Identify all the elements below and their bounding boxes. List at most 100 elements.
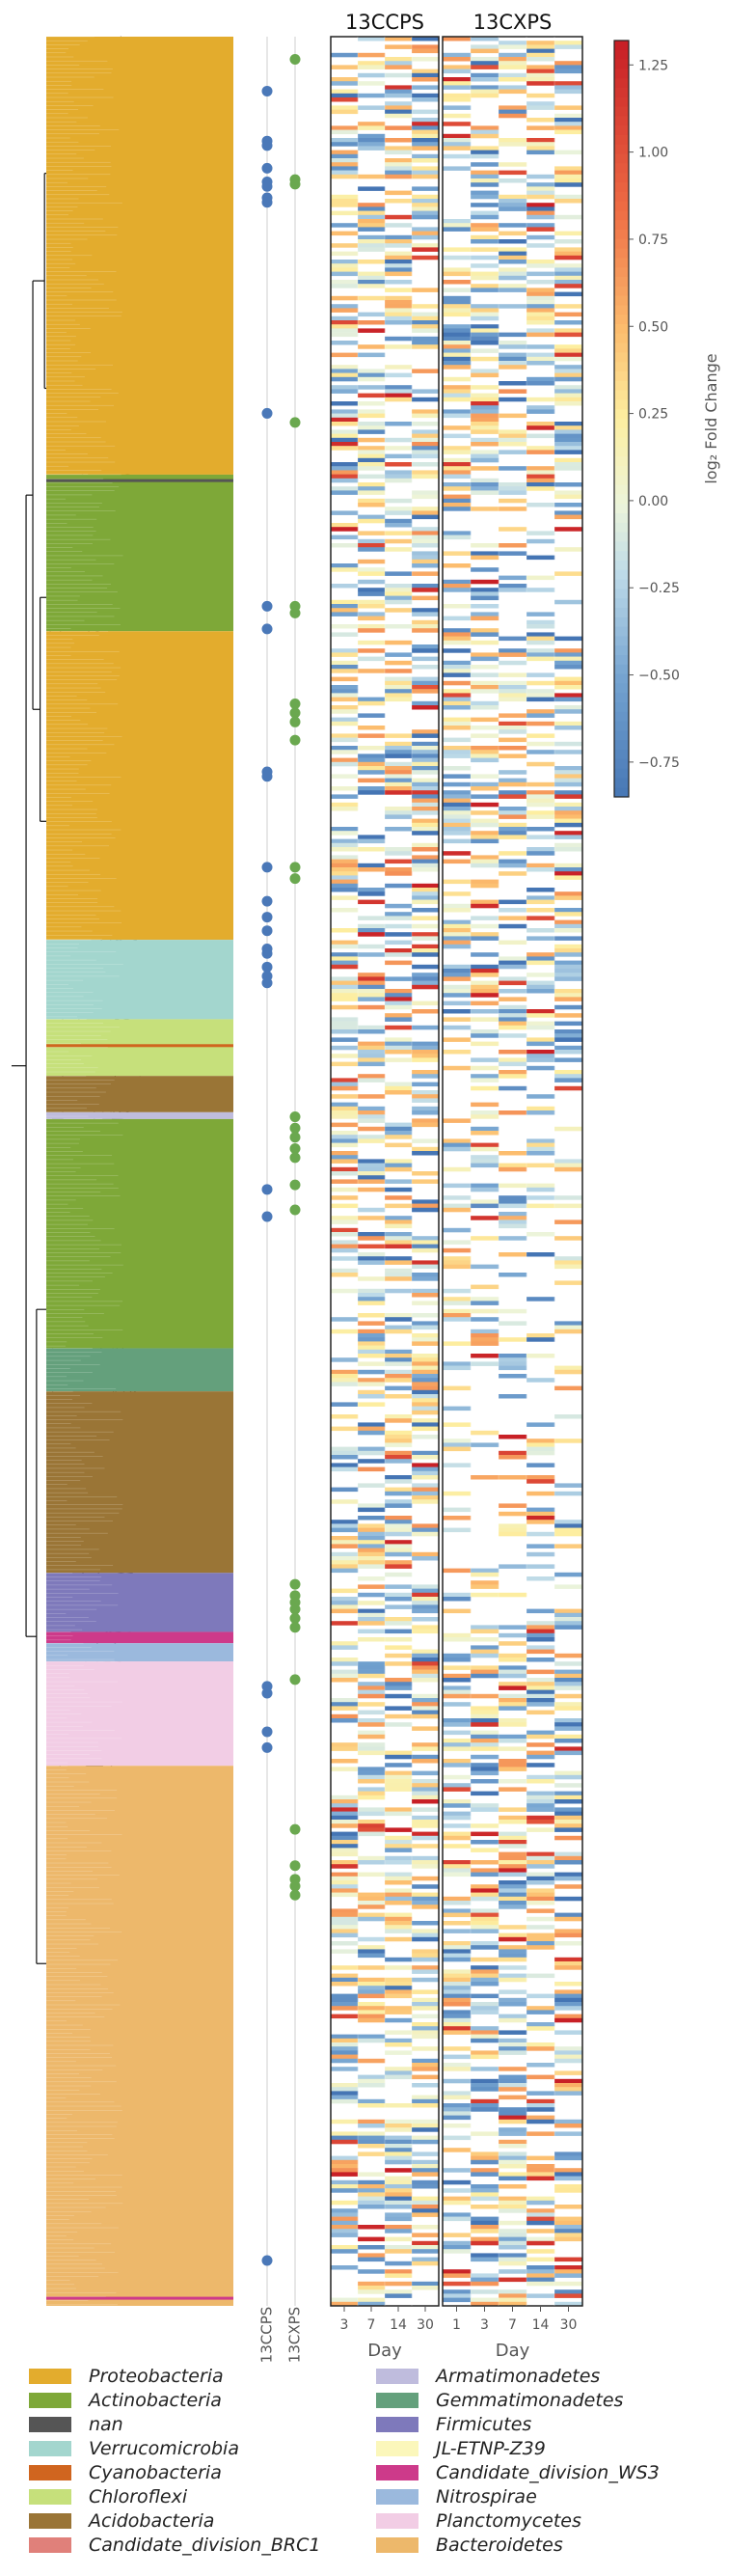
- heatmap-cell: [554, 1941, 583, 1946]
- heatmap-cell: [554, 741, 583, 747]
- heatmap-cell: [471, 936, 500, 941]
- heatmap-cell: [554, 247, 583, 252]
- heatmap-cell: [443, 409, 472, 414]
- heatmap-cell: [358, 754, 386, 758]
- heatmap-cell: [499, 1759, 527, 1764]
- heatmap-cell: [385, 2127, 413, 2132]
- heatmap-cell: [499, 1252, 527, 1257]
- heatmap-cell: [412, 122, 440, 126]
- heatmap-cell: [471, 1791, 500, 1796]
- heatmap-cell: [443, 341, 472, 345]
- heatmap-cell: [331, 855, 359, 860]
- heatmap-cell: [526, 624, 555, 629]
- heatmap-cell: [471, 1653, 500, 1658]
- heatmap-cell: [554, 41, 583, 45]
- heatmap-cell: [331, 1523, 359, 1528]
- heatmap-cell: [331, 1466, 359, 1472]
- heatmap-cell: [412, 1244, 440, 1249]
- heatmap-cell: [412, 1795, 440, 1800]
- heatmap-cell: [499, 239, 527, 244]
- heatmap-cell: [331, 1017, 359, 1022]
- heatmap-cell: [443, 462, 472, 467]
- heatmap-cell: [412, 2030, 440, 2035]
- heatmap-cell: [358, 726, 386, 730]
- heatmap-cell: [443, 1693, 472, 1699]
- heatmap-cell: [443, 1653, 472, 1658]
- heatmap-cell: [412, 304, 440, 309]
- heatmap-cell: [554, 1195, 583, 1200]
- heatmap-cell: [331, 1487, 359, 1493]
- heatmap-cell: [385, 1661, 413, 1666]
- heatmap-cell: [331, 1767, 359, 1771]
- heatmap-cell: [412, 1057, 440, 1062]
- heatmap-cell: [554, 1520, 583, 1524]
- heatmap-cell: [554, 969, 583, 973]
- heatmap-cell: [554, 2083, 583, 2088]
- heatmap-cell: [412, 1770, 440, 1776]
- legend-item: Chloroflexi: [29, 2486, 187, 2507]
- heatmap-cell: [526, 1065, 555, 1071]
- heatmap-cell: [412, 186, 440, 191]
- heatmap-cell: [412, 1207, 440, 1213]
- heatmap-cell: [331, 1608, 359, 1614]
- heatmap-cell: [499, 851, 527, 856]
- heatmap-cell: [331, 385, 359, 390]
- heatmap-cell: [499, 482, 527, 487]
- heatmap-cell: [385, 1916, 413, 1922]
- heatmap-cell: [385, 1349, 413, 1355]
- heatmap-cell: [499, 2208, 527, 2213]
- heatmap-cell: [471, 1888, 500, 1893]
- heatmap-cell: [358, 2236, 386, 2242]
- heatmap-cell: [412, 85, 440, 90]
- heatmap-cell: [526, 44, 555, 49]
- heatmap-cell: [385, 166, 413, 171]
- heatmap-cell: [554, 2236, 583, 2242]
- heatmap-cell: [358, 1118, 386, 1123]
- heatmap-cell: [358, 1333, 386, 1338]
- heatmap-cell: [358, 1718, 386, 1723]
- heatmap-cell: [443, 1037, 472, 1042]
- heatmap-cell: [554, 636, 583, 642]
- heatmap-cell: [554, 1219, 583, 1224]
- heatmap-cell: [554, 2257, 583, 2262]
- heatmap-cell: [499, 1702, 527, 1707]
- heatmap-cell: [331, 1876, 359, 1881]
- heatmap-cell: [385, 1276, 413, 1281]
- heatmap-cell: [443, 1507, 472, 1513]
- heatmap-cell: [443, 1759, 472, 1764]
- heatmap-cell: [331, 705, 359, 710]
- heatmap-cell: [443, 1929, 472, 1933]
- colorbar-segment: [614, 277, 629, 288]
- heatmap-cell: [358, 1503, 386, 1508]
- heatmap-cell: [385, 2249, 413, 2254]
- heatmap-cell: [385, 1385, 413, 1391]
- heatmap-cell: [331, 1844, 359, 1849]
- x-tick-label: 30: [417, 2317, 434, 2333]
- heatmap-cell: [554, 1770, 583, 1776]
- heatmap-cell: [554, 2188, 583, 2193]
- heatmap-cell: [385, 547, 413, 552]
- heatmap-cell: [358, 1207, 386, 1213]
- heatmap-cell: [412, 1171, 440, 1176]
- heatmap-cell: [331, 721, 359, 726]
- heatmap-cell: [554, 1163, 583, 1168]
- heatmap-cell: [443, 665, 472, 670]
- heatmap-cell: [443, 1183, 472, 1189]
- heatmap-cell: [554, 429, 583, 434]
- heatmap-cell: [412, 1556, 440, 1561]
- heatmap-cell: [471, 44, 500, 49]
- cxps-enriched-marker: [289, 1823, 301, 1835]
- heatmap-panel-title: 13CXPS: [473, 11, 553, 34]
- heatmap-cell: [443, 1783, 472, 1788]
- heatmap-cell: [526, 827, 555, 832]
- x-tick-label: 30: [560, 2317, 578, 2333]
- heatmap-cell: [443, 2245, 472, 2250]
- heatmap-cell: [471, 1921, 500, 1926]
- heatmap-cell: [471, 1568, 500, 1574]
- heatmap-cell: [385, 1855, 413, 1861]
- heatmap-cell: [331, 81, 359, 86]
- heatmap-cell: [443, 474, 472, 480]
- heatmap-cell: [331, 409, 359, 414]
- heatmap-cell: [471, 952, 500, 957]
- heatmap-cell: [554, 69, 583, 74]
